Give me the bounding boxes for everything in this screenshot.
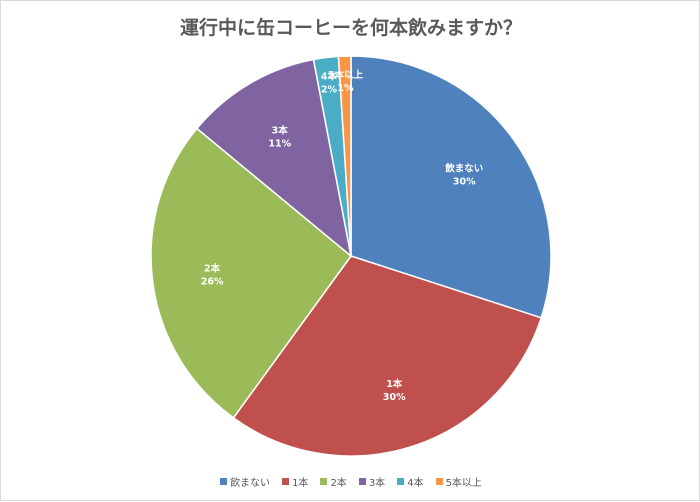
slice-category-label-1: 1本: [386, 378, 403, 390]
slice-percent-label-2: 26%: [201, 277, 224, 288]
slice-percent-label-3: 11%: [268, 138, 291, 149]
legend-swatch-0: [220, 478, 228, 485]
slice-percent-label-1: 30%: [383, 392, 406, 403]
slice-category-label-0: 飲まない: [444, 163, 483, 175]
legend-swatch-4: [397, 478, 405, 485]
slice-category-label-3: 3本: [272, 124, 289, 136]
legend-label-4: 4本: [407, 478, 424, 489]
slice-percent-label-0: 30%: [453, 177, 476, 188]
slice-percent-label-5: 1%: [337, 83, 354, 94]
slice-category-label-4: 4本: [321, 70, 338, 82]
legend-label-1: 1本: [292, 478, 309, 489]
slice-category-label-2: 2本: [204, 263, 221, 275]
slice-category-label-5: 5本以上: [328, 69, 364, 81]
pie-slice-0: [350, 55, 552, 319]
legend-swatch-1: [282, 478, 290, 485]
legend-label-0: 飲まない: [230, 478, 271, 489]
pie-slice-1: [232, 255, 543, 457]
legend-item-2: 2本: [320, 474, 347, 489]
legend-item-4: 4本: [397, 474, 424, 489]
legend-label-5: 5本以上: [445, 478, 482, 489]
legend-swatch-3: [358, 478, 366, 485]
legend-item-0: 飲まない: [220, 474, 270, 489]
pie-slice-5: [337, 55, 352, 257]
legend-label-2: 2本: [330, 478, 347, 489]
legend-label-3: 3本: [368, 478, 386, 489]
legend-item-3: 3本: [358, 474, 386, 489]
pie-slice-2: [150, 127, 353, 419]
legend-item-5: 5本以上: [435, 474, 482, 489]
legend-swatch-2: [320, 478, 328, 485]
chart-title: 運行中に缶コーヒーを何本飲みますか？: [179, 17, 522, 39]
legend-swatch-5: [435, 478, 443, 485]
pie-slice-3: [195, 58, 353, 258]
chart-legend: 飲まない 1本 2本 3本 4本 5本以上: [1, 474, 700, 489]
legend-item-1: 1本: [282, 474, 308, 489]
slice-percent-label-4: 2%: [321, 84, 338, 95]
